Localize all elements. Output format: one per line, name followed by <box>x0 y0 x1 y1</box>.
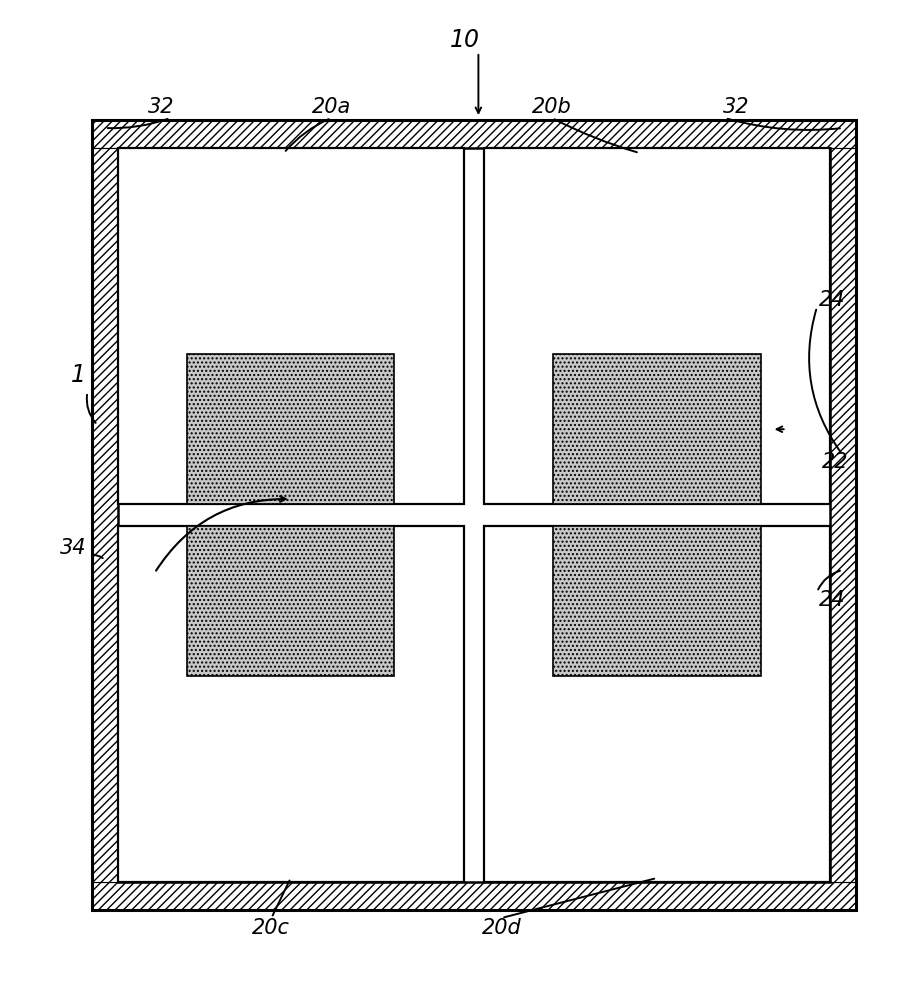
Text: 24: 24 <box>819 590 845 610</box>
Bar <box>118 148 829 882</box>
Bar <box>92 148 118 882</box>
Bar <box>552 354 760 504</box>
Bar <box>187 354 394 504</box>
Bar <box>552 526 760 676</box>
Text: 20c: 20c <box>252 918 290 938</box>
Text: 20b: 20b <box>531 97 572 117</box>
Bar <box>92 882 855 910</box>
Bar <box>118 148 463 504</box>
Text: 24: 24 <box>819 290 845 310</box>
Text: 22: 22 <box>822 452 847 472</box>
Bar <box>483 526 829 882</box>
Bar <box>483 148 829 504</box>
Bar <box>118 526 463 882</box>
Text: 34: 34 <box>61 538 86 558</box>
Text: 20d: 20d <box>481 918 521 938</box>
Text: 20a: 20a <box>312 97 350 117</box>
Text: 10: 10 <box>449 28 479 52</box>
Bar <box>829 148 855 882</box>
Text: 32: 32 <box>148 97 174 117</box>
Bar <box>92 120 855 148</box>
Bar <box>92 120 855 910</box>
Bar <box>187 526 394 676</box>
Text: 32: 32 <box>722 97 748 117</box>
Text: 1: 1 <box>71 363 85 387</box>
